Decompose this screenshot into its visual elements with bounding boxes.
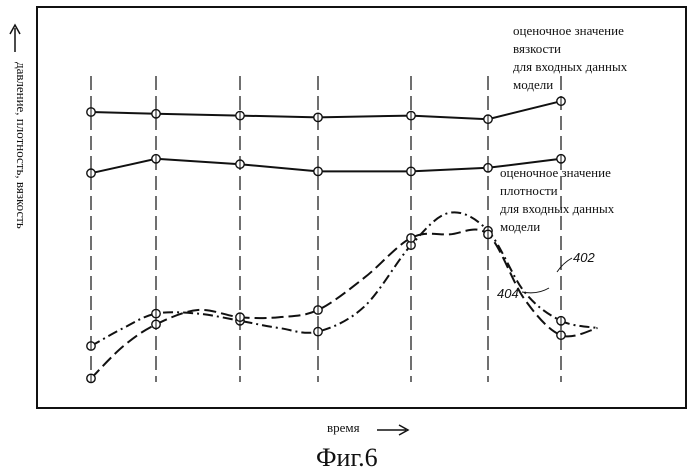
leader-402 xyxy=(557,258,572,272)
legend-density-line-4: модели xyxy=(500,219,540,234)
y-axis-arrow xyxy=(10,25,20,52)
legend-viscosity-line-1: оценочное значение xyxy=(513,23,624,38)
legend-viscosity-line-3: для входных данных xyxy=(513,59,628,74)
series-markers xyxy=(87,97,565,383)
legend-viscosity: оценочное значение вязкости для входных … xyxy=(513,23,630,92)
figure-caption: Фиг.6 xyxy=(316,443,378,471)
legend-viscosity-line-2: вязкости xyxy=(513,41,561,56)
x-axis-label: время xyxy=(327,420,360,435)
curve-label-402: 402 xyxy=(573,250,595,265)
legend-density-line-1: оценочное значение xyxy=(500,165,611,180)
y-axis-label: давление, плотность, вязкость xyxy=(14,62,29,229)
curve-label-404: 404 xyxy=(497,286,519,301)
series-lines xyxy=(91,101,598,378)
leader-404 xyxy=(522,288,549,293)
curve-404 xyxy=(91,229,598,378)
legend-viscosity-line-4: модели xyxy=(513,77,553,92)
legend-density-line-2: плотности xyxy=(500,183,558,198)
x-axis-arrow xyxy=(377,425,408,435)
legend-density-line-3: для входных данных xyxy=(500,201,615,216)
legend-density: оценочное значение плотности для входных… xyxy=(500,165,617,234)
